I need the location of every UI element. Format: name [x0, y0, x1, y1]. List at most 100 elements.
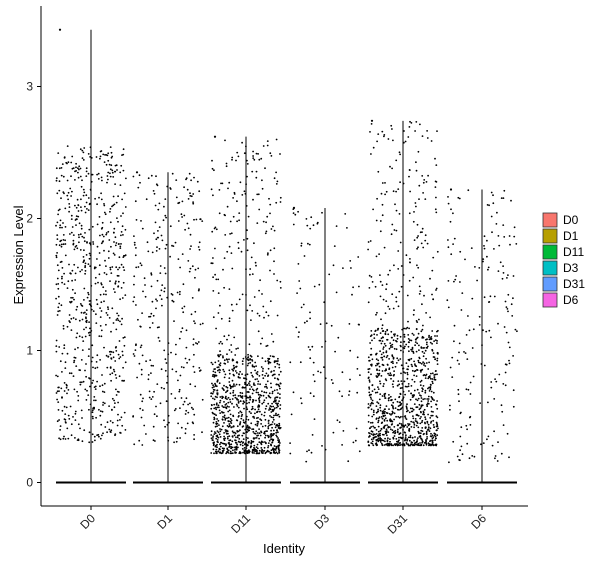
point: [189, 402, 191, 405]
point: [337, 336, 340, 339]
point: [216, 406, 219, 409]
point: [453, 280, 455, 283]
point: [229, 220, 232, 223]
point: [101, 434, 103, 437]
point: [201, 431, 203, 434]
point: [412, 394, 415, 396]
point: [153, 390, 156, 393]
point: [112, 322, 115, 324]
point: [490, 191, 493, 194]
point: [103, 203, 105, 205]
point: [370, 153, 372, 155]
point: [58, 180, 61, 183]
point: [376, 140, 378, 143]
point: [379, 404, 382, 407]
point: [429, 341, 432, 344]
point: [99, 150, 102, 153]
point: [102, 432, 104, 435]
point: [60, 174, 63, 177]
point: [223, 414, 226, 417]
point: [86, 296, 89, 299]
point: [396, 440, 398, 443]
point: [341, 395, 343, 398]
point: [173, 409, 176, 412]
point: [405, 434, 407, 437]
point: [210, 452, 213, 454]
point: [118, 243, 120, 245]
point: [70, 296, 72, 299]
point: [261, 374, 264, 376]
x-tick-label: D1: [154, 511, 175, 532]
point: [419, 369, 422, 372]
point: [175, 343, 177, 346]
point: [249, 358, 252, 360]
point: [99, 359, 101, 361]
point: [190, 406, 193, 409]
point: [385, 300, 388, 302]
point: [263, 391, 266, 394]
point: [66, 352, 69, 355]
point: [178, 390, 181, 393]
point: [432, 298, 434, 301]
point: [226, 386, 229, 389]
point: [228, 377, 231, 379]
point: [66, 427, 69, 430]
point: [414, 443, 416, 446]
point: [112, 252, 115, 255]
point: [75, 162, 77, 165]
point: [164, 214, 167, 217]
point: [117, 314, 120, 317]
point: [414, 341, 417, 343]
point: [183, 400, 186, 403]
point: [372, 436, 375, 439]
point: [460, 309, 463, 311]
point: [88, 408, 90, 411]
point: [91, 409, 94, 412]
point: [176, 437, 179, 440]
point: [380, 342, 383, 345]
point: [347, 460, 350, 463]
legend-swatch-D11: [542, 244, 558, 260]
point: [215, 423, 218, 425]
point: [430, 439, 432, 442]
point: [61, 275, 63, 278]
point: [276, 377, 279, 380]
point: [152, 364, 155, 367]
point: [260, 451, 263, 454]
point: [394, 431, 397, 434]
point: [134, 200, 137, 203]
point: [243, 190, 246, 193]
point: [212, 257, 214, 259]
point: [368, 394, 371, 397]
point: [93, 386, 96, 388]
point: [495, 380, 498, 383]
point: [431, 397, 434, 400]
point: [277, 424, 279, 427]
point: [114, 346, 117, 349]
point: [193, 353, 195, 356]
point: [408, 439, 411, 442]
point: [61, 277, 63, 280]
point: [232, 391, 235, 394]
point: [87, 355, 90, 357]
point: [273, 260, 275, 263]
point: [423, 364, 425, 366]
point: [375, 411, 378, 414]
point: [380, 442, 383, 445]
point: [375, 352, 378, 355]
point: [406, 443, 408, 445]
point: [436, 429, 438, 432]
point: [383, 383, 385, 385]
point: [112, 351, 115, 354]
point: [395, 190, 397, 193]
point: [254, 261, 257, 264]
point: [190, 195, 193, 198]
point: [134, 349, 137, 351]
point: [273, 229, 276, 232]
point: [139, 346, 142, 349]
point: [255, 430, 258, 433]
point: [460, 445, 463, 448]
point: [397, 250, 400, 252]
point: [75, 318, 77, 321]
point: [81, 157, 84, 160]
